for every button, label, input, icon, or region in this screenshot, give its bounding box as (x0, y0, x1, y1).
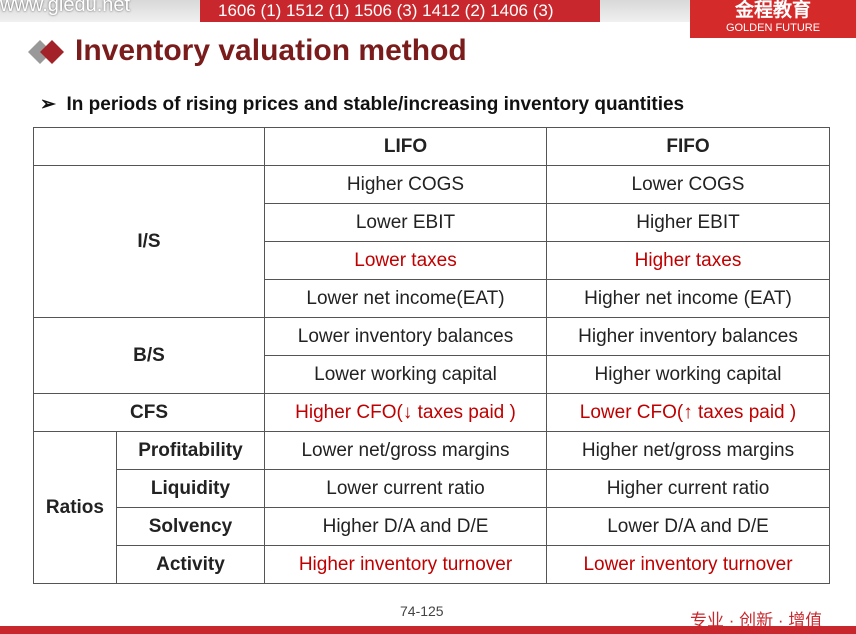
cell: Higher inventory turnover (264, 545, 547, 584)
cell: Higher working capital (546, 355, 830, 394)
cell: Lower CFO(↑ taxes paid ) (546, 393, 830, 432)
row: Liquidity Lower current ratio Higher curre… (34, 469, 830, 508)
cell: Higher COGS (264, 165, 547, 204)
sub-label: Solvency (115, 507, 266, 546)
row: Lower working capital Higher working capi… (34, 355, 830, 394)
cell: Lower taxes (264, 241, 547, 280)
row: Lower net income(EAT) Higher net income (… (34, 279, 830, 318)
cell: Lower EBIT (264, 203, 547, 242)
title: Inventory valuation method (75, 34, 467, 67)
footer-bar (0, 626, 856, 634)
row: Lower taxes Higher taxes (34, 241, 830, 280)
bullet: ➢ In periods of rising prices and stable… (40, 94, 685, 115)
header-row: LIFO FIFO (33, 127, 830, 166)
cell: Higher D/A and D/E (264, 507, 547, 546)
comparison-table: LIFO FIFO I/S Higher COGS Lower COGS Lower EB… (33, 127, 830, 584)
row: B/S Lower inventory balances Higher invent… (33, 317, 830, 394)
logo-cn: 金程教育 (734, 0, 811, 21)
sub-label: Profitability (115, 431, 266, 470)
row: CFS Higher CFO(↓ taxes paid ) Lower CFO(↑ … (33, 393, 830, 432)
row: Lower EBIT Higher EBIT (34, 203, 830, 242)
cell: Lower COGS (546, 165, 830, 204)
sub-label: Activity (115, 545, 266, 584)
logo: 金程教育 GOLDEN FUTURE (690, 0, 856, 38)
title-icon (28, 40, 64, 64)
cell: Higher EBIT (546, 203, 830, 242)
sub-label: Liquidity (115, 469, 266, 508)
bullet-text: In periods of rising prices and stable/i… (66, 94, 685, 115)
cell: Higher net/gross margins (546, 431, 830, 470)
exam-codes: 1606 (1) 1512 (1) 1506 (3) 1412 (2) 1406… (200, 0, 600, 22)
footer: 专业 · 创新 · 增值 (690, 611, 823, 630)
cell: Higher current ratio (546, 469, 830, 508)
logo-en: GOLDEN FUTURE (725, 22, 821, 34)
cell: Higher inventory balances (546, 317, 830, 356)
cell: Lower net/gross margins (264, 431, 547, 470)
corner (33, 127, 265, 166)
group-label: I/S (33, 165, 265, 318)
cell: Lower net income(EAT) (264, 279, 547, 318)
row: Solvency Higher D/A and D/E Lower D/A and … (34, 507, 830, 546)
site: www.gledu.net (0, 0, 131, 16)
cell: Lower inventory turnover (546, 545, 830, 584)
cell: Higher taxes (546, 241, 830, 280)
cell: Higher CFO(↓ taxes paid ) (264, 393, 547, 432)
group-label: B/S (33, 317, 265, 394)
group-label: CFS (33, 393, 265, 432)
row: Activity Higher inventory turnover Lower i… (34, 545, 830, 584)
cell: Lower current ratio (264, 469, 547, 508)
cell: Higher net income (EAT) (546, 279, 830, 318)
row: I/S Higher COGS Lower COGS (33, 165, 830, 318)
group-label: Ratios (33, 431, 117, 584)
column-header: FIFO (546, 127, 830, 166)
cell: Lower D/A and D/E (546, 507, 830, 546)
row: Ratios Profitability Lower net/gross margi… (33, 431, 830, 584)
cell: Lower inventory balances (264, 317, 547, 356)
cell: Lower working capital (264, 355, 547, 394)
column-header: LIFO (264, 127, 547, 166)
page-number: 74-125 (400, 603, 444, 619)
